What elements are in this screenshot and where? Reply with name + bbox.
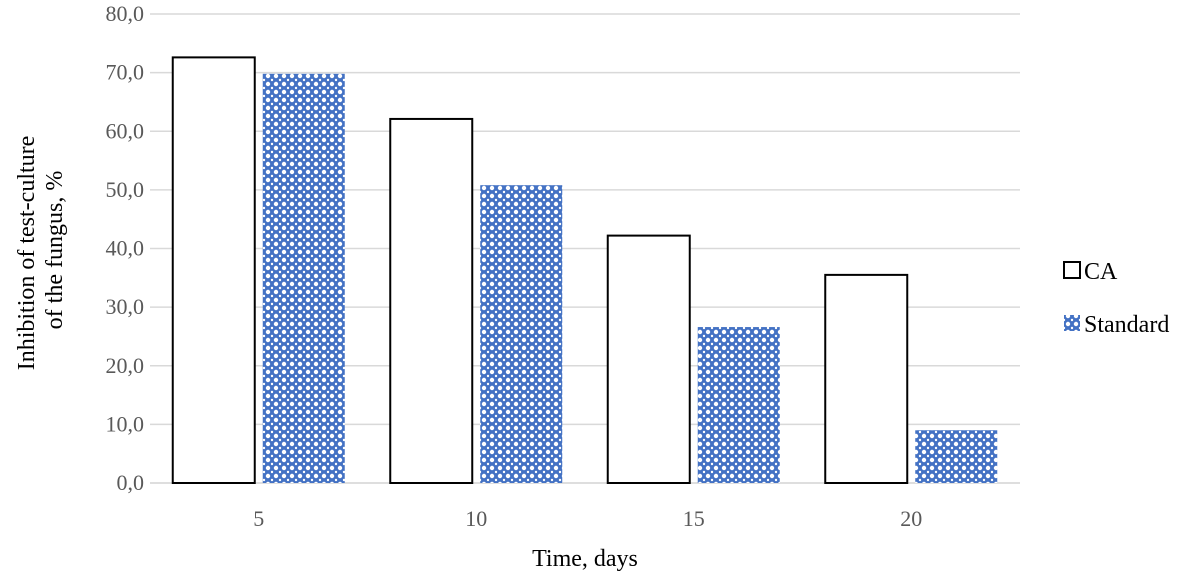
legend-item-standard: Standard <box>1064 312 1169 338</box>
bar-standard-10 <box>480 185 563 483</box>
y-axis-tick-labels: 0,0 10,0 20,0 30,0 40,0 50,0 60,0 70,0 80,0 <box>106 1 145 495</box>
bar-ca-5 <box>171 56 256 484</box>
bar-ca-20 <box>824 273 909 484</box>
y-tick-label: 0,0 <box>117 470 145 495</box>
x-tick-label: 20 <box>900 506 922 531</box>
legend-label-ca: CA <box>1084 259 1118 285</box>
x-tick-label: 10 <box>465 506 487 531</box>
legend-item-ca: CA <box>1063 259 1118 285</box>
bar-standard-15 <box>697 327 780 483</box>
x-axis-title: Time, days <box>532 546 638 572</box>
bar-standard-5 <box>262 73 345 484</box>
y-tick-label: 60,0 <box>106 118 145 143</box>
bars <box>171 56 998 484</box>
y-tick-label: 50,0 <box>106 177 145 202</box>
y-axis-title: Inhibition of test-culture of the fungus… <box>14 130 68 371</box>
x-tick-label: 15 <box>683 506 705 531</box>
x-tick-label: 5 <box>253 506 264 531</box>
y-axis-title-line-1: Inhibition of test-culture <box>14 136 40 371</box>
bar-standard-20 <box>915 430 998 483</box>
y-tick-label: 30,0 <box>106 294 145 319</box>
y-tick-label: 40,0 <box>106 236 145 261</box>
bar-ca-10 <box>389 117 474 484</box>
legend-label-standard: Standard <box>1084 312 1169 338</box>
x-axis-tick-labels: 5 10 15 20 <box>253 506 922 531</box>
y-axis-title-line-2: of the fungus, % <box>42 171 68 330</box>
legend: CA Standard <box>1063 259 1169 338</box>
legend-swatch-ca <box>1063 261 1081 279</box>
y-tick-label: 10,0 <box>106 411 145 436</box>
y-tick-label: 20,0 <box>106 353 145 378</box>
y-tick-label: 80,0 <box>106 1 145 26</box>
legend-swatch-standard <box>1064 315 1080 331</box>
bar-ca-15 <box>606 234 691 484</box>
y-tick-label: 70,0 <box>106 60 145 85</box>
